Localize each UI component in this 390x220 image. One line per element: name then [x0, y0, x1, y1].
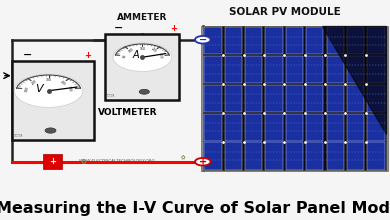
- FancyBboxPatch shape: [326, 27, 344, 55]
- FancyBboxPatch shape: [347, 142, 364, 170]
- FancyBboxPatch shape: [347, 27, 364, 55]
- Text: ✿: ✿: [81, 158, 87, 164]
- FancyBboxPatch shape: [266, 114, 283, 141]
- Circle shape: [195, 36, 211, 44]
- Text: 200: 200: [31, 79, 38, 86]
- FancyBboxPatch shape: [367, 27, 385, 55]
- FancyBboxPatch shape: [347, 114, 364, 141]
- FancyBboxPatch shape: [286, 27, 303, 55]
- FancyBboxPatch shape: [326, 56, 344, 83]
- FancyBboxPatch shape: [266, 27, 283, 55]
- Text: Measuring the I-V Curve of Solar Panel Module: Measuring the I-V Curve of Solar Panel M…: [0, 201, 390, 216]
- Text: +: +: [199, 157, 207, 167]
- FancyBboxPatch shape: [306, 27, 323, 55]
- FancyBboxPatch shape: [306, 56, 323, 83]
- Text: V: V: [35, 84, 43, 94]
- Circle shape: [195, 158, 211, 165]
- FancyBboxPatch shape: [245, 142, 262, 170]
- Text: WWW.ELECTRICALTECHNOLOGY.ORG: WWW.ELECTRICALTECHNOLOGY.ORG: [79, 159, 155, 163]
- Circle shape: [14, 74, 83, 107]
- Text: AMMETER: AMMETER: [117, 13, 168, 22]
- Text: 400: 400: [59, 79, 66, 86]
- FancyBboxPatch shape: [326, 142, 344, 170]
- Text: +: +: [49, 157, 56, 166]
- Text: VICTOR: VICTOR: [106, 94, 116, 98]
- FancyBboxPatch shape: [286, 114, 303, 141]
- Text: −: −: [23, 50, 32, 60]
- Polygon shape: [322, 26, 386, 134]
- Circle shape: [113, 43, 172, 72]
- FancyBboxPatch shape: [225, 85, 242, 112]
- FancyBboxPatch shape: [225, 56, 242, 83]
- Text: SOLAR PV MODULE: SOLAR PV MODULE: [229, 7, 341, 17]
- Text: 500: 500: [67, 86, 72, 92]
- Text: 50: 50: [122, 53, 127, 58]
- FancyBboxPatch shape: [105, 34, 179, 100]
- FancyBboxPatch shape: [266, 56, 283, 83]
- FancyBboxPatch shape: [204, 114, 222, 141]
- FancyBboxPatch shape: [367, 56, 385, 83]
- Text: +: +: [84, 51, 91, 60]
- FancyBboxPatch shape: [326, 85, 344, 112]
- FancyBboxPatch shape: [326, 114, 344, 141]
- FancyBboxPatch shape: [306, 114, 323, 141]
- FancyBboxPatch shape: [43, 154, 62, 169]
- Text: 200: 200: [151, 47, 158, 54]
- FancyBboxPatch shape: [245, 114, 262, 141]
- FancyBboxPatch shape: [286, 56, 303, 83]
- FancyBboxPatch shape: [367, 142, 385, 170]
- FancyBboxPatch shape: [225, 27, 242, 55]
- Text: −: −: [114, 23, 124, 33]
- FancyBboxPatch shape: [204, 56, 222, 83]
- FancyBboxPatch shape: [203, 26, 386, 170]
- Text: ✿: ✿: [181, 156, 186, 160]
- Text: 100: 100: [127, 47, 134, 54]
- Text: VICTOR: VICTOR: [14, 134, 23, 138]
- FancyBboxPatch shape: [12, 61, 94, 140]
- FancyBboxPatch shape: [286, 85, 303, 112]
- FancyBboxPatch shape: [347, 56, 364, 83]
- FancyBboxPatch shape: [245, 85, 262, 112]
- FancyBboxPatch shape: [201, 26, 388, 171]
- Text: 150: 150: [139, 46, 145, 51]
- FancyBboxPatch shape: [245, 56, 262, 83]
- Text: 300: 300: [46, 78, 51, 82]
- FancyBboxPatch shape: [225, 114, 242, 141]
- Text: 250: 250: [158, 53, 163, 59]
- FancyBboxPatch shape: [204, 142, 222, 170]
- FancyBboxPatch shape: [225, 142, 242, 170]
- FancyBboxPatch shape: [286, 142, 303, 170]
- FancyBboxPatch shape: [204, 85, 222, 112]
- FancyBboxPatch shape: [347, 85, 364, 112]
- FancyBboxPatch shape: [367, 85, 385, 112]
- Text: VOLTMETER: VOLTMETER: [98, 108, 157, 117]
- FancyBboxPatch shape: [245, 27, 262, 55]
- FancyBboxPatch shape: [306, 142, 323, 170]
- FancyBboxPatch shape: [266, 142, 283, 170]
- Circle shape: [45, 128, 56, 133]
- Text: +: +: [170, 24, 177, 33]
- Text: −: −: [199, 35, 207, 45]
- FancyBboxPatch shape: [266, 85, 283, 112]
- FancyBboxPatch shape: [306, 85, 323, 112]
- FancyBboxPatch shape: [204, 27, 222, 55]
- Text: 100: 100: [25, 86, 30, 92]
- Text: A: A: [132, 50, 138, 60]
- Circle shape: [139, 89, 149, 94]
- FancyBboxPatch shape: [367, 114, 385, 141]
